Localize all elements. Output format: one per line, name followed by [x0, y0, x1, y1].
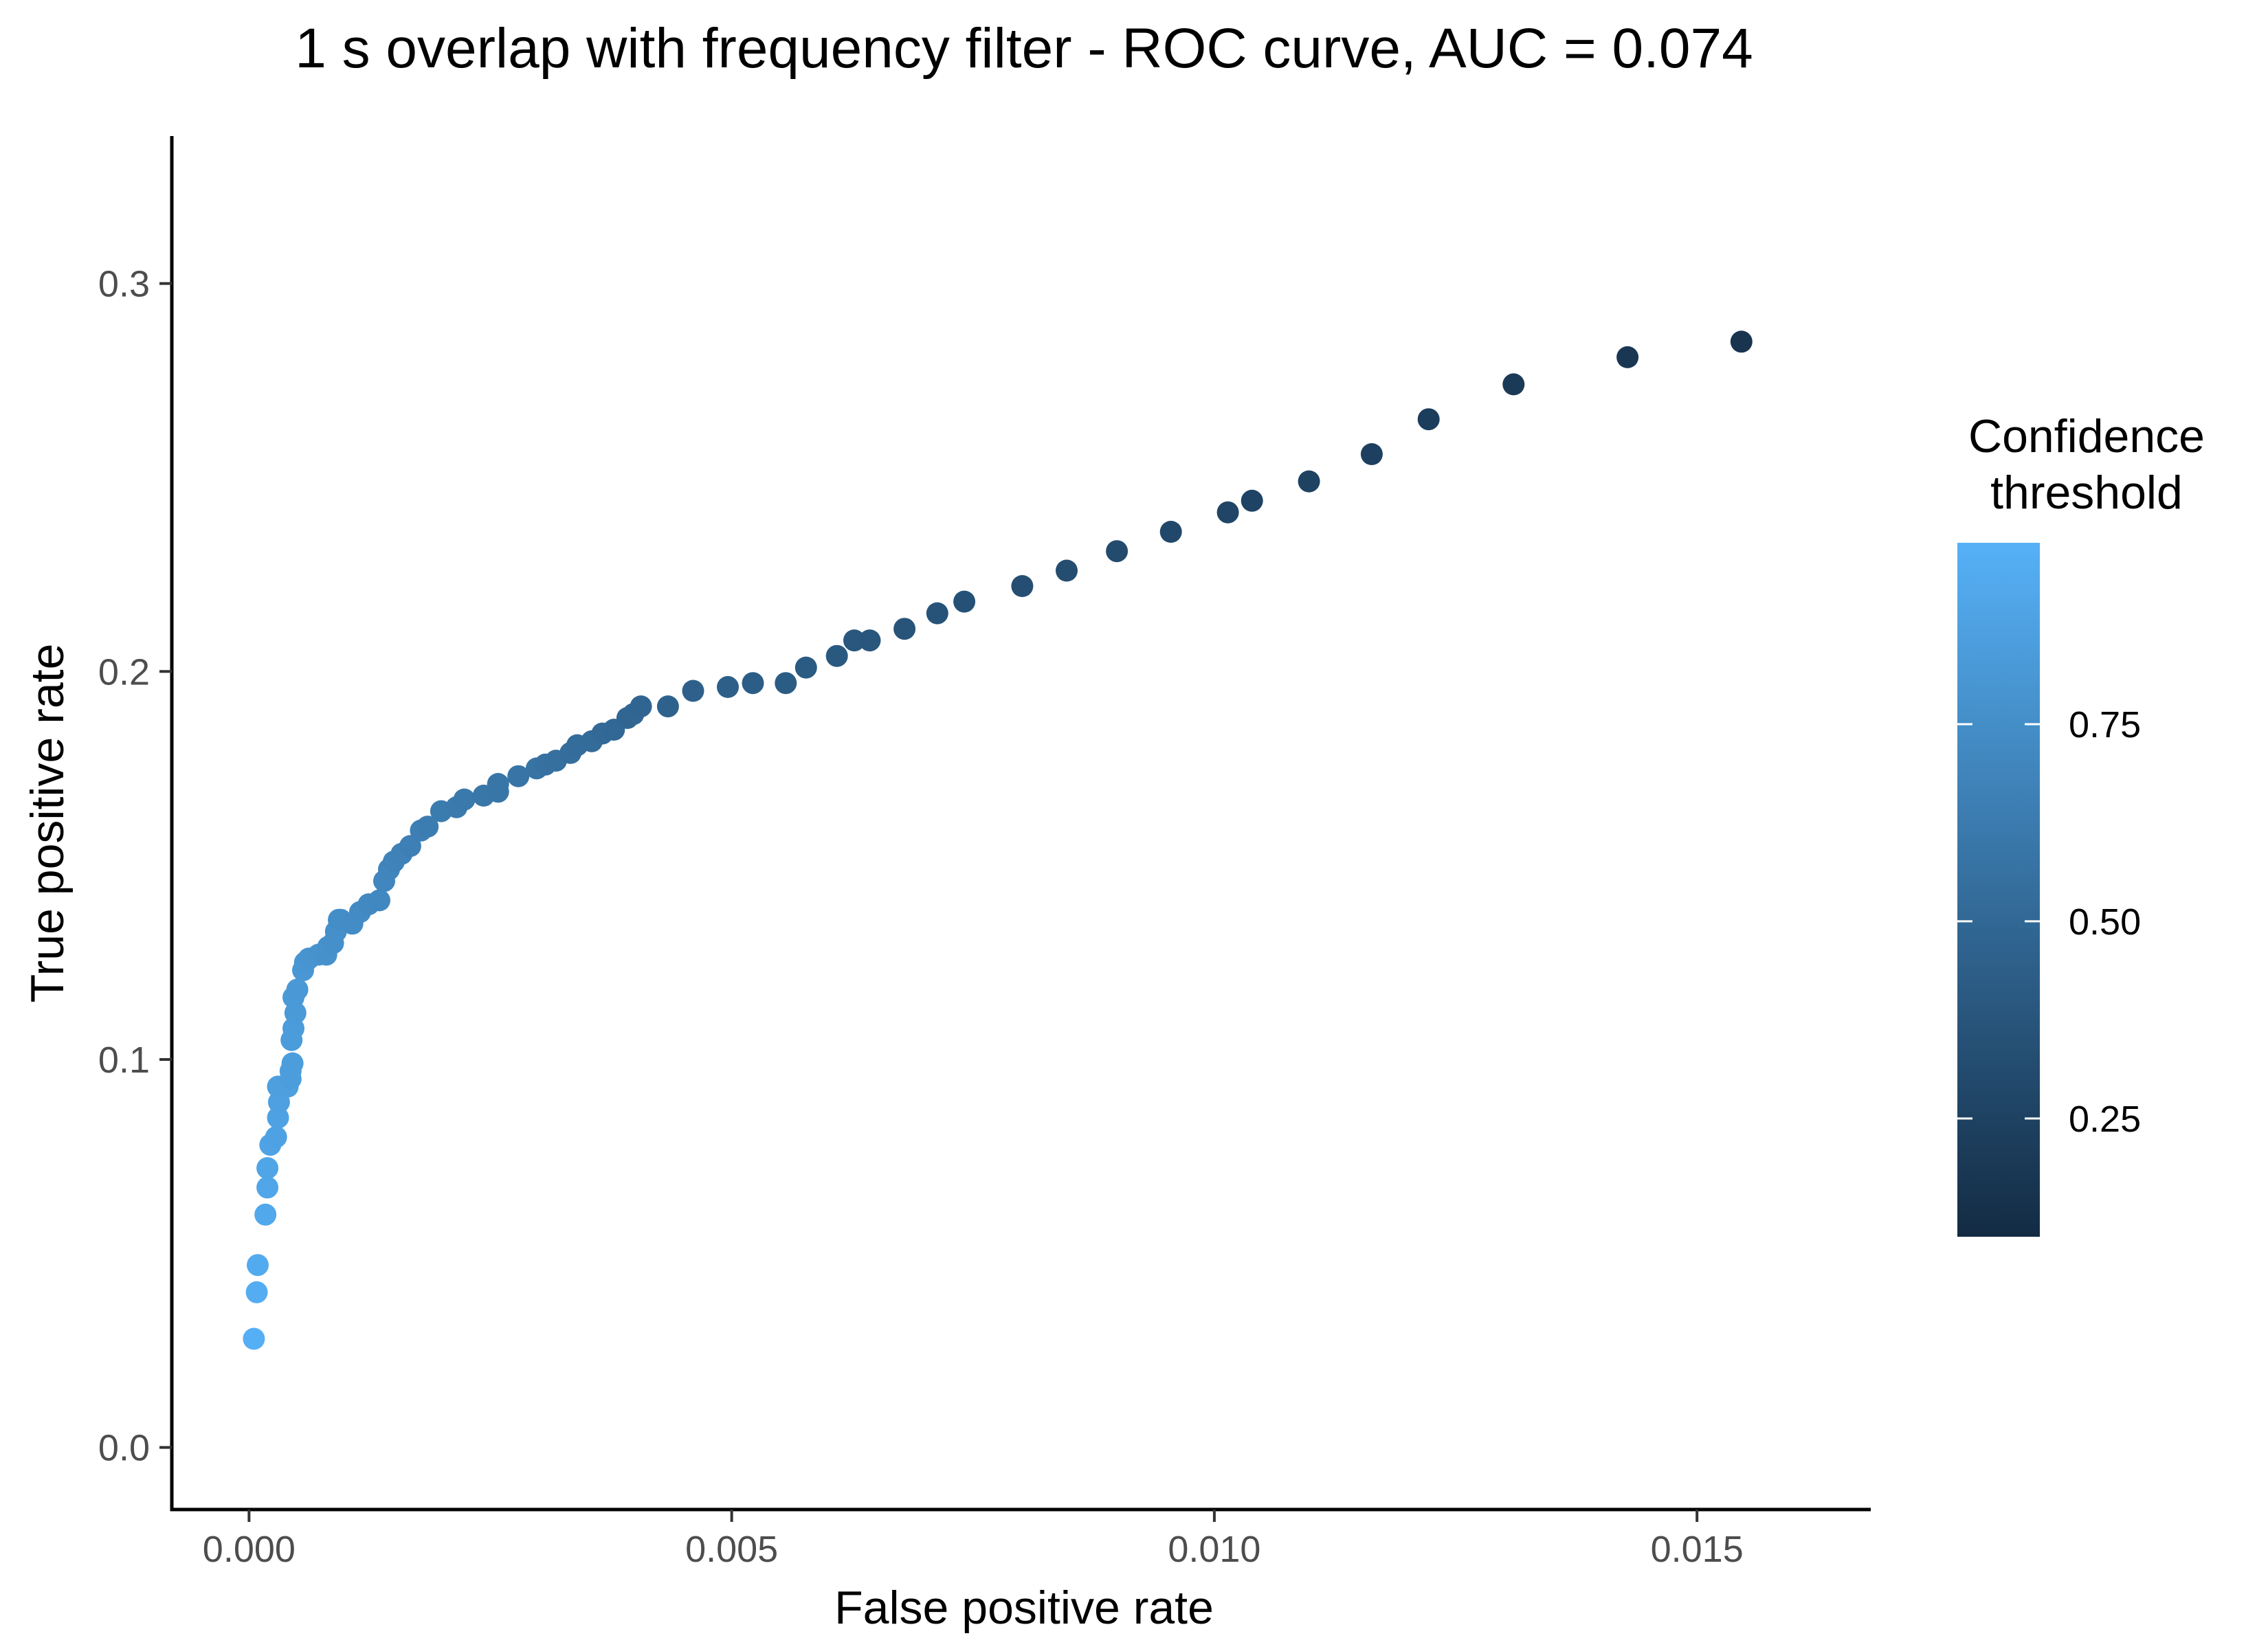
scatter-point	[453, 788, 476, 811]
scatter-point	[1216, 501, 1239, 524]
legend-title-line-2: threshold	[1990, 467, 2183, 519]
scatter-point	[1159, 521, 1182, 543]
scatter-point	[1360, 443, 1383, 465]
x-tick-label: 0.010	[1168, 1529, 1260, 1570]
scatter-point	[507, 765, 530, 787]
scatter-point	[368, 889, 390, 912]
legend-ticks: 0.25 0.50 0.75	[1957, 704, 2141, 1140]
scatter-point	[794, 656, 817, 679]
scatter-point	[630, 695, 652, 718]
scatter-point	[245, 1281, 268, 1303]
scatter-point	[1730, 330, 1753, 353]
scatter-point	[1056, 559, 1078, 582]
scatter-point	[265, 1125, 287, 1148]
x-tick-label: 0.000	[203, 1529, 296, 1570]
legend-title-line-1: Confidence	[1968, 410, 2205, 462]
scatter-point	[843, 629, 865, 652]
x-axis-label: False positive rate	[834, 1582, 1214, 1634]
legend-tick-label: 0.50	[2069, 901, 2141, 943]
scatter-point	[487, 773, 509, 795]
y-tick-label: 0.2	[98, 651, 150, 693]
scatter-point	[1298, 470, 1320, 493]
y-axis-label: True positive rate	[21, 644, 74, 1003]
y-axis-ticks: 0.0 0.1 0.2 0.3	[98, 264, 172, 1469]
scatter-point	[1241, 489, 1263, 512]
legend-tick-label: 0.25	[2069, 1099, 2141, 1140]
scatter-point	[399, 835, 421, 857]
scatter-point	[1616, 346, 1639, 368]
chart-title: 1 s overlap with frequency filter - ROC …	[295, 17, 1753, 80]
y-tick-label: 0.1	[98, 1040, 150, 1081]
scatter-point	[742, 672, 764, 695]
scatter-point	[682, 680, 704, 702]
y-tick-label: 0.3	[98, 264, 150, 305]
scatter-point	[1106, 540, 1129, 563]
scatter-point	[256, 1157, 279, 1180]
scatter-point	[717, 675, 739, 698]
scatter-point	[1417, 408, 1440, 431]
scatter-point	[267, 1106, 289, 1129]
scatter-point	[775, 672, 797, 695]
scatter-point	[1011, 575, 1034, 597]
scatter-point	[243, 1327, 265, 1350]
scatter-point	[656, 695, 679, 718]
scatter-point	[416, 816, 439, 838]
scatter-point	[953, 590, 976, 613]
scatter-point	[256, 1176, 279, 1199]
scatter-point	[926, 602, 948, 625]
scatter-point	[286, 978, 309, 1001]
scatter-point	[825, 644, 848, 667]
y-tick-label: 0.0	[98, 1428, 150, 1469]
scatter-point	[281, 1052, 304, 1075]
x-axis-ticks: 0.000 0.005 0.010 0.015	[203, 1510, 1744, 1570]
scatter-points	[243, 330, 1753, 1350]
scatter-point	[1502, 373, 1525, 396]
scatter-point	[254, 1203, 277, 1226]
scatter-point	[247, 1254, 269, 1277]
x-tick-label: 0.015	[1651, 1529, 1744, 1570]
legend-colorbar	[1957, 543, 2040, 1237]
scatter-point	[893, 618, 916, 640]
x-tick-label: 0.005	[685, 1529, 778, 1570]
legend-tick-label: 0.75	[2069, 704, 2141, 745]
scatter-point	[858, 629, 881, 652]
color-legend: Confidence threshold 0.25 0.50 0.75	[1957, 410, 2205, 1237]
